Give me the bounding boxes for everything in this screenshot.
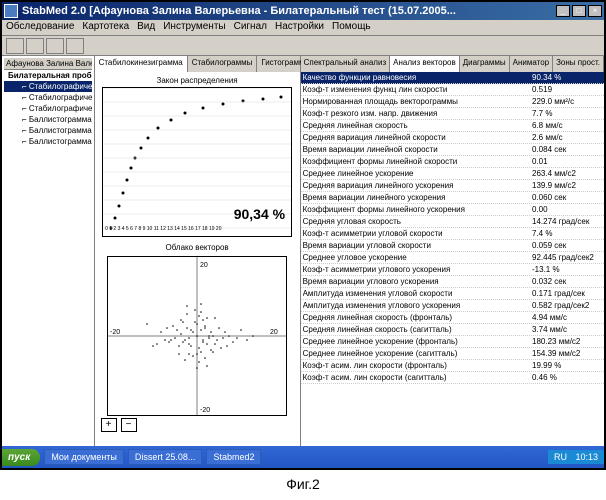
taskbar: пуск Мои документыDissert 25.08...Stabme… — [2, 446, 604, 468]
menu-item[interactable]: Помощь — [332, 21, 371, 34]
minimize-button[interactable]: _ — [556, 5, 570, 17]
menu-item[interactable]: Обследование — [6, 21, 74, 34]
tray-lang: RU — [554, 452, 567, 462]
toolbar-button[interactable] — [66, 38, 84, 54]
center-tabs: СтабилокинезиграммаСтабилограммыГистогра… — [95, 56, 300, 72]
param-row[interactable]: Время вариации линейного ускорения0.060 … — [301, 192, 604, 204]
figure-label: Фиг.2 — [0, 476, 606, 492]
menu-item[interactable]: Картотека — [82, 21, 129, 34]
param-row[interactable]: Коэф-т резкого изм. напр. движения7.7 % — [301, 108, 604, 120]
param-row[interactable]: Время вариации угловой скорости0.059 сек — [301, 240, 604, 252]
tab[interactable]: Анализ векторов — [390, 56, 460, 72]
chart-area: Закон распределения 90,34 % 0 1 2 3 4 5 … — [95, 72, 300, 454]
tree-root[interactable]: Билатеральная проба — [4, 70, 92, 81]
zoom-out-button[interactable]: − — [121, 418, 137, 432]
svg-text:-20: -20 — [200, 407, 210, 414]
tree-header: Афаунова Залина Валерьевна Билатера — [4, 58, 92, 70]
system-tray: RU 10:13 — [548, 450, 604, 464]
menu-item[interactable]: Инструменты — [163, 21, 225, 34]
tree-item[interactable]: ⌐ Баллистограмма — [4, 114, 92, 125]
param-row[interactable]: Амплитуда изменения угловой скорости0.17… — [301, 288, 604, 300]
toolbar-button[interactable] — [46, 38, 64, 54]
titlebar: StabMed 2.0 [Афаунова Залина Валерьевна … — [2, 2, 604, 20]
tree-item[interactable]: ⌐ Баллистограмма 2 — [4, 136, 92, 147]
center-panel: СтабилокинезиграммаСтабилограммыГистогра… — [95, 56, 301, 454]
param-row[interactable]: Коэф-т асим. лин скорости (сагитталь)0.4… — [301, 372, 604, 384]
close-button[interactable]: × — [588, 5, 602, 17]
tab[interactable]: Зоны прост. — [553, 56, 604, 72]
tab[interactable]: Стабилокинезиграмма — [95, 56, 188, 72]
app-icon — [4, 4, 18, 18]
svg-text:20: 20 — [200, 262, 208, 269]
param-row[interactable]: Коэф-т изменения функц лин скорости0.519 — [301, 84, 604, 96]
param-row[interactable]: Время вариации углового ускорения0.032 с… — [301, 276, 604, 288]
svg-text:20: 20 — [270, 329, 278, 336]
toolbar-button[interactable] — [6, 38, 24, 54]
content-area: Афаунова Залина Валерьевна Билатера Била… — [2, 56, 604, 454]
chart2-title: Облако векторов — [99, 243, 296, 252]
tab[interactable]: Диаграммы — [460, 56, 510, 72]
vector-cloud-chart: 20 -20 -20 20 — [107, 256, 287, 416]
menu-item[interactable]: Вид — [137, 21, 155, 34]
x-axis: 0 1 2 3 4 5 6 7 8 9 10 11 12 13 14 15 16… — [103, 226, 291, 236]
tree-item[interactable]: ⌐ Баллистограмма 1 — [4, 125, 92, 136]
menu-item[interactable]: Настройки — [275, 21, 324, 34]
param-row[interactable]: Коэф-т асимметрии угловой скорости7.4 % — [301, 228, 604, 240]
tab[interactable]: Аниматор — [510, 56, 553, 72]
param-row[interactable]: Среднее линейное ускорение (фронталь)180… — [301, 336, 604, 348]
start-button[interactable]: пуск — [2, 449, 40, 466]
tab[interactable]: Стабилограммы — [188, 56, 258, 72]
zoom-in-button[interactable]: + — [101, 418, 117, 432]
svg-text:-20: -20 — [110, 329, 120, 336]
taskbar-item[interactable]: Stabmed2 — [206, 449, 261, 465]
param-row[interactable]: Время вариации линейной скорости0.084 се… — [301, 144, 604, 156]
maximize-button[interactable]: □ — [572, 5, 586, 17]
zoom-bar: + − — [99, 416, 296, 434]
taskbar-item[interactable]: Dissert 25.08... — [128, 449, 203, 465]
tree-item[interactable]: ⌐ Стабилографический сигнал 1 — [4, 92, 92, 103]
tree-panel: Афаунова Залина Валерьевна Билатера Била… — [2, 56, 95, 454]
param-row[interactable]: Средняя линейная скорость (фронталь)4.94… — [301, 312, 604, 324]
param-row[interactable]: Среднее угловое ускорение92.445 град/сек… — [301, 252, 604, 264]
toolbar-button[interactable] — [26, 38, 44, 54]
window-title: StabMed 2.0 [Афаунова Залина Валерьевна … — [22, 5, 556, 17]
param-row[interactable]: Коэффициент формы линейного ускорения0.0… — [301, 204, 604, 216]
right-panel: Спектральный анализАнализ векторовДиагра… — [301, 56, 604, 454]
param-row[interactable]: Средняя линейная скорость6.8 мм/с — [301, 120, 604, 132]
app-window: StabMed 2.0 [Афаунова Залина Валерьевна … — [0, 0, 606, 470]
toolbar — [2, 36, 604, 56]
param-row[interactable]: Коэф-т асим. лин скорости (фронталь)19.9… — [301, 360, 604, 372]
param-row[interactable]: Среднее линейное ускорение (сагитталь)15… — [301, 348, 604, 360]
clock: 10:13 — [575, 452, 598, 462]
tree-item[interactable]: ⌐ Стабилографический сигнал 2 — [4, 103, 92, 114]
param-row[interactable]: Среднее линейное ускорение263.4 мм/с2 — [301, 168, 604, 180]
tree-item[interactable]: ⌐ Стабилографические сигнал — [4, 81, 92, 92]
param-row[interactable]: Коэффициент формы линейной скорости0.01 — [301, 156, 604, 168]
distribution-chart: 90,34 % 0 1 2 3 4 5 6 7 8 9 10 11 12 13 … — [102, 87, 292, 237]
tab[interactable]: Спектральный анализ — [301, 56, 391, 72]
param-row[interactable]: Коэф-т асимметрии углового ускорения-13.… — [301, 264, 604, 276]
param-row[interactable]: Амплитуда изменения углового ускорения0.… — [301, 300, 604, 312]
param-row[interactable]: Качество функции равновесия90.34 % — [301, 72, 604, 84]
menubar: Обследование Картотека Вид Инструменты Сигна… — [2, 20, 604, 36]
param-row[interactable]: Средняя линейная скорость (сагитталь)3.7… — [301, 324, 604, 336]
param-row[interactable]: Средняя вариация линейной скорости2.6 мм… — [301, 132, 604, 144]
taskbar-item[interactable]: Мои документы — [44, 449, 124, 465]
percent-label: 90,34 % — [234, 206, 285, 222]
right-tabs: Спектральный анализАнализ векторовДиагра… — [301, 56, 604, 72]
chart1-title: Закон распределения — [99, 76, 296, 85]
param-row[interactable]: Средняя угловая скорость14.274 град/сек — [301, 216, 604, 228]
parameters-table: Качество функции равновесия90.34 %Коэф-т… — [301, 72, 604, 454]
menu-item[interactable]: Сигнал — [234, 21, 267, 34]
param-row[interactable]: Нормированная площадь векторограммы229.0… — [301, 96, 604, 108]
param-row[interactable]: Средняя вариация линейного ускорения139.… — [301, 180, 604, 192]
